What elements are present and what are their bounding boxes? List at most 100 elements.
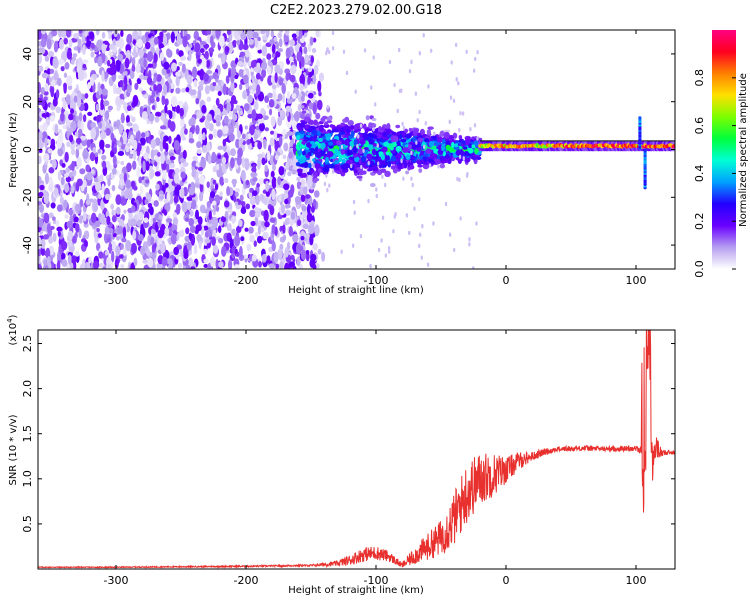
heatmap-noise-cell: [159, 52, 165, 61]
heatmap-faint-cell: [473, 68, 476, 73]
heatmap-noise-cell: [193, 243, 198, 255]
heatmap-noise-cell: [219, 176, 224, 185]
heatmap-noise-cell: [290, 64, 297, 75]
heatmap-noise-cell: [234, 74, 239, 80]
heatmap-noise-cell: [238, 219, 243, 227]
heatmap-faint-cell: [362, 148, 365, 153]
heatmap-noise-cell: [306, 212, 313, 223]
heatmap-noise-cell: [241, 157, 246, 169]
heatmap-noise-cell: [133, 257, 138, 267]
heatmap-noise-cell: [103, 100, 110, 107]
heatmap-noise-cell: [153, 84, 157, 92]
heatmap-noise-cell: [94, 152, 99, 158]
snr-y-tick-label: 1.5: [21, 425, 34, 443]
heatmap-noise-cell: [93, 177, 99, 183]
heatmap-noise-cell: [101, 43, 107, 54]
heatmap-noise-cell: [247, 133, 252, 140]
heatmap-noise-cell: [43, 212, 50, 224]
heatmap-noise-cell: [200, 41, 207, 46]
snr-multiplier-prefix: (x10: [8, 323, 19, 346]
heatmap-noise-cell: [188, 232, 193, 240]
heatmap-noise-cell: [155, 183, 160, 191]
heatmap-band-cell: [402, 147, 409, 153]
heatmap-noise-cell: [111, 215, 117, 223]
heatmap-noise-cell: [85, 41, 91, 47]
heatmap-band-cell: [315, 151, 322, 159]
heatmap-noise-cell: [130, 218, 137, 227]
heatmap-x-tick-label: 0: [503, 274, 510, 287]
heatmap-band-cell: [405, 133, 412, 139]
heatmap-faint-cell: [345, 70, 349, 76]
heatmap-noise-cell: [117, 151, 125, 157]
heatmap-noise-cell: [194, 42, 201, 53]
heatmap-noise-cell: [55, 106, 62, 114]
heatmap-noise-cell: [222, 83, 227, 96]
heatmap-noise-cell: [278, 77, 284, 86]
heatmap-noise-cell: [211, 200, 217, 206]
heatmap-noise-cell: [78, 215, 83, 224]
heatmap-noise-cell: [61, 259, 68, 268]
heatmap-noise-cell: [198, 80, 205, 86]
heatmap-noise-cell: [217, 145, 224, 151]
heatmap-noise-cell: [214, 183, 219, 191]
heatmap-band-cell: [427, 126, 434, 130]
heatmap-noise-cell: [203, 263, 208, 269]
heatmap-noise-cell: [282, 128, 288, 135]
heatmap-noise-cell: [181, 136, 187, 141]
heatmap-noise-cell: [230, 60, 237, 69]
heatmap-band-cell: [371, 117, 377, 122]
heatmap-noise-cell: [108, 31, 112, 40]
heatmap-noise-cell: [44, 55, 50, 62]
heatmap-noise-cell: [47, 148, 53, 154]
heatmap-noise-cell: [168, 152, 174, 157]
heatmap-band-cell: [329, 163, 335, 169]
heatmap-noise-cell: [48, 212, 54, 219]
heatmap-band-cell: [453, 146, 460, 150]
heatmap-band-cell: [340, 122, 346, 127]
heatmap-noise-cell: [284, 204, 291, 209]
heatmap-faint-cell: [384, 253, 388, 258]
heatmap-noise-cell: [88, 256, 92, 264]
heatmap-noise-cell: [285, 105, 292, 112]
heatmap-band-cell: [313, 177, 320, 182]
heatmap-noise-cell: [56, 226, 63, 232]
heatmap-y-tick-label: -20: [21, 188, 34, 206]
heatmap-noise-cell: [99, 108, 105, 116]
heatmap-noise-cell: [75, 137, 82, 145]
heatmap-noise-cell: [136, 77, 142, 85]
heatmap-band-cell: [344, 139, 350, 146]
heatmap-faint-cell: [402, 176, 405, 181]
heatmap-noise-cell: [217, 90, 222, 96]
heatmap-noise-cell: [251, 109, 257, 120]
heatmap-noise-cell: [111, 240, 116, 250]
heatmap-noise-cell: [285, 110, 289, 118]
heatmap-noise-cell: [271, 188, 276, 201]
heatmap-noise-cell: [211, 236, 216, 246]
heatmap-band-cell: [354, 129, 359, 133]
colorbar-tick-label: 0.2: [693, 212, 706, 230]
heatmap-noise-cell: [206, 200, 211, 208]
heatmap-noise-cell: [291, 92, 297, 100]
heatmap-band-cell: [338, 131, 346, 135]
heatmap-noise-cell: [93, 260, 100, 269]
heatmap-noise-cell: [182, 35, 188, 48]
heatmap-faint-cell: [394, 211, 397, 217]
heatmap-noise-cell: [147, 257, 154, 268]
heatmap-noise-cell: [318, 72, 325, 82]
heatmap-band-cell: [297, 168, 303, 175]
heatmap-noise-cell: [271, 176, 277, 189]
heatmap-faint-cell: [424, 121, 427, 126]
heatmap-noise-cell: [267, 92, 274, 99]
heatmap-noise-cell: [100, 130, 107, 140]
heatmap-noise-cell: [68, 127, 74, 133]
heatmap-noise-cell: [77, 38, 82, 48]
heatmap-noise-cell: [64, 173, 69, 178]
heatmap-faint-cell: [457, 81, 460, 86]
heatmap-noise-cell: [165, 218, 173, 223]
heatmap-noise-cell: [41, 99, 46, 107]
heatmap-noise-cell: [38, 248, 42, 257]
heatmap-noise-cell: [234, 234, 241, 247]
heatmap-faint-cell: [393, 82, 396, 88]
heatmap-noise-cell: [266, 53, 272, 60]
heatmap-noise-cell: [47, 50, 55, 58]
